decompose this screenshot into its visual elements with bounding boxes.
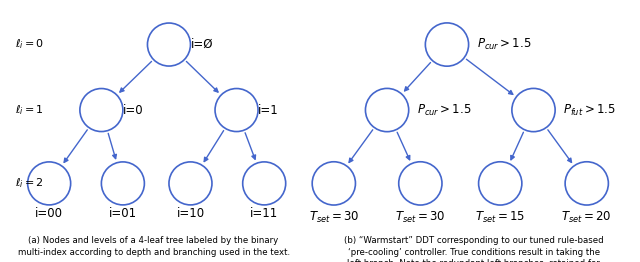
Text: $\ell_i = 2$: $\ell_i = 2$ [15,177,44,190]
Text: $T_{set}= 15$: $T_{set}= 15$ [475,210,525,225]
Text: (b) “Warmstart” DDT corresponding to our tuned rule-based
‘pre-cooling’ controll: (b) “Warmstart” DDT corresponding to our… [342,236,605,262]
Text: $T_{set}= 30$: $T_{set}= 30$ [308,210,359,225]
Ellipse shape [28,162,70,205]
Text: i=1: i=1 [258,103,279,117]
Ellipse shape [479,162,522,205]
Ellipse shape [312,162,355,205]
Text: $P_{cur} > 1.5$: $P_{cur} > 1.5$ [417,102,472,118]
Text: i=0: i=0 [123,103,143,117]
Text: i=11: i=11 [250,207,278,220]
Ellipse shape [243,162,285,205]
Text: $\ell_i = 0$: $\ell_i = 0$ [15,38,45,51]
Ellipse shape [365,88,409,132]
Text: (a) Nodes and levels of a 4-leaf tree labeled by the binary
multi-index accordin: (a) Nodes and levels of a 4-leaf tree la… [17,236,290,256]
Ellipse shape [426,23,468,66]
Ellipse shape [512,88,555,132]
Text: $T_{set}= 30$: $T_{set}= 30$ [395,210,445,225]
Text: i=00: i=00 [35,207,63,220]
Text: $T_{set}= 20$: $T_{set}= 20$ [561,210,612,225]
Ellipse shape [169,162,212,205]
Ellipse shape [399,162,442,205]
Ellipse shape [101,162,145,205]
Ellipse shape [147,23,191,66]
Ellipse shape [80,89,123,132]
Text: i=10: i=10 [177,207,205,220]
Text: i=01: i=01 [109,207,137,220]
Ellipse shape [215,89,258,132]
Text: $\ell_i = 1$: $\ell_i = 1$ [15,103,44,117]
Text: i=Ø: i=Ø [191,38,213,51]
Text: $P_{fut} > 1.5$: $P_{fut} > 1.5$ [563,102,616,118]
Ellipse shape [565,162,609,205]
Text: $P_{cur} > 1.5$: $P_{cur} > 1.5$ [477,37,531,52]
